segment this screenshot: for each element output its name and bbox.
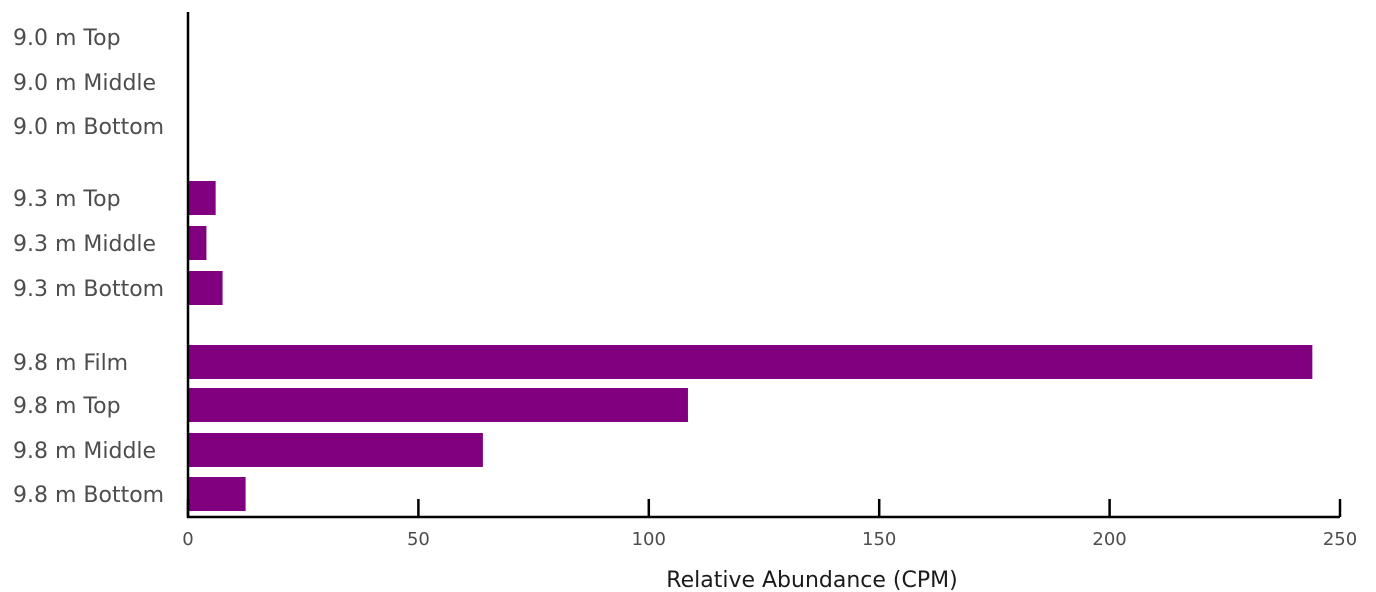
bar-9-8-m-middle [188,433,483,467]
x-axis-title: Relative Abundance (CPM) [666,568,957,592]
bar-9-8-m-top [188,388,688,422]
bar-9-8-m-film [188,345,1313,379]
category-label-9-3-m-top: 9.3 m Top [13,187,121,212]
category-label-9-8-m-top: 9.8 m Top [13,394,121,419]
x-tick-label-250: 250 [1323,529,1357,550]
bar-9-3-m-middle [188,226,207,260]
category-label-9-0-m-bottom: 9.0 m Bottom [13,115,164,140]
x-tick-label-0: 0 [182,529,193,550]
x-tick-label-100: 100 [632,529,666,550]
x-tick-label-50: 50 [407,529,430,550]
x-ticks-group: 0 50 100 150 200 250 [182,499,1357,550]
bar-9-3-m-top [188,181,216,215]
category-labels-group: 9.0 m Top 9.0 m Middle 9.0 m Bottom 9.3 m T… [13,26,164,508]
x-tick-label-200: 200 [1092,529,1126,550]
category-label-9-8-m-bottom: 9.8 m Bottom [13,483,164,508]
bars-group [188,181,1313,511]
bar-9-3-m-bottom [188,271,223,305]
category-label-9-8-m-film: 9.8 m Film [13,351,128,376]
category-label-9-0-m-middle: 9.0 m Middle [13,71,156,96]
bar-9-8-m-bottom [188,477,246,511]
category-label-9-8-m-middle: 9.8 m Middle [13,439,156,464]
category-label-9-3-m-middle: 9.3 m Middle [13,232,156,257]
x-tick-label-150: 150 [862,529,896,550]
category-label-9-3-m-bottom: 9.3 m Bottom [13,277,164,302]
category-label-9-0-m-top: 9.0 m Top [13,26,121,51]
